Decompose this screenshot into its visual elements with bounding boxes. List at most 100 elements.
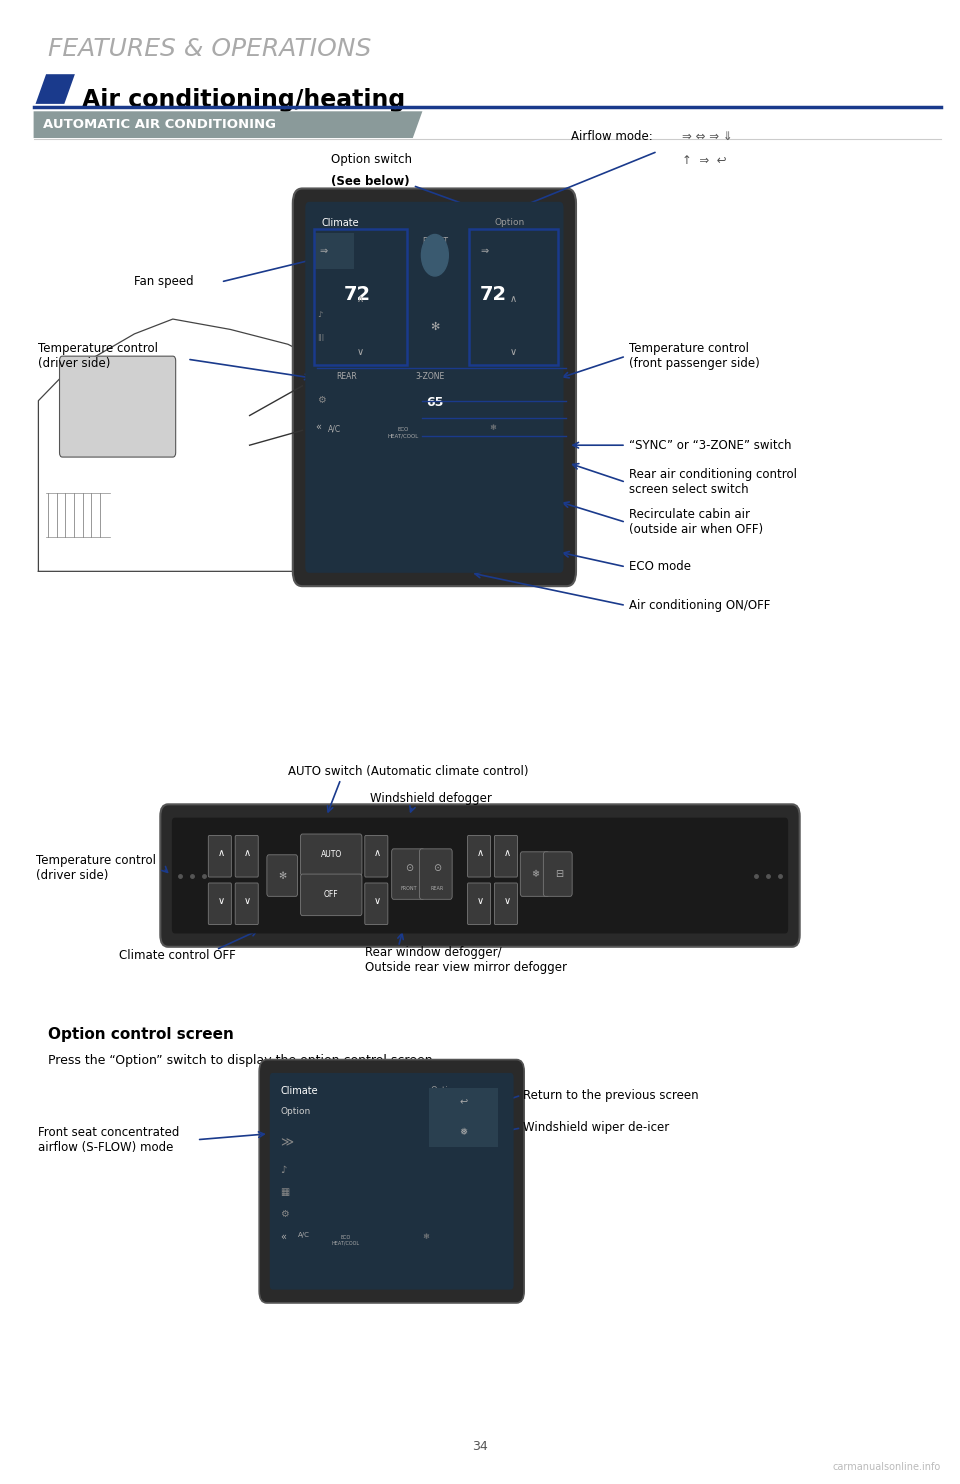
Text: A/C: A/C <box>298 1232 309 1238</box>
Text: ✻: ✻ <box>430 322 440 332</box>
Text: OFF: OFF <box>324 890 339 899</box>
Text: ∧: ∧ <box>217 849 225 858</box>
Text: Option: Option <box>430 1086 458 1095</box>
Text: ♪: ♪ <box>280 1165 287 1175</box>
Text: ∧: ∧ <box>244 849 252 858</box>
Text: ⇒ ⇔ ⇒ ⇓: ⇒ ⇔ ⇒ ⇓ <box>682 131 732 142</box>
Text: 72: 72 <box>480 285 507 304</box>
Text: “SYNC” or “3-ZONE” switch: “SYNC” or “3-ZONE” switch <box>629 439 791 451</box>
Text: ∧: ∧ <box>510 294 517 304</box>
Text: AUTO switch (Automatic climate control): AUTO switch (Automatic climate control) <box>288 766 529 778</box>
Text: ⇒: ⇒ <box>480 246 488 255</box>
Text: Airflow mode:: Airflow mode: <box>571 131 653 142</box>
Text: ∧: ∧ <box>476 849 484 858</box>
FancyBboxPatch shape <box>543 852 572 896</box>
Text: ECO
HEAT/COOL: ECO HEAT/COOL <box>331 1235 360 1245</box>
FancyBboxPatch shape <box>208 883 231 925</box>
Text: ∨: ∨ <box>476 896 484 905</box>
FancyBboxPatch shape <box>429 1088 498 1117</box>
FancyBboxPatch shape <box>172 818 788 933</box>
Polygon shape <box>36 74 75 104</box>
Text: ∨: ∨ <box>356 347 364 358</box>
Text: ECO mode: ECO mode <box>629 561 691 573</box>
Text: Windshield wiper de-icer: Windshield wiper de-icer <box>523 1122 669 1134</box>
Text: ∨: ∨ <box>373 896 381 905</box>
Text: ⊟: ⊟ <box>555 870 563 879</box>
FancyBboxPatch shape <box>429 1117 498 1147</box>
Text: «: « <box>315 421 321 432</box>
Text: ∧: ∧ <box>356 294 364 304</box>
Text: A/C: A/C <box>328 424 342 433</box>
Text: Press the “Option” switch to display the option control screen.: Press the “Option” switch to display the… <box>48 1054 437 1067</box>
Text: 65: 65 <box>426 396 444 410</box>
Text: Air conditioning/heating: Air conditioning/heating <box>82 89 405 113</box>
Text: ⚙: ⚙ <box>280 1209 289 1220</box>
FancyBboxPatch shape <box>160 804 800 947</box>
Text: ∨: ∨ <box>503 896 511 905</box>
Text: AUTO: AUTO <box>321 850 342 859</box>
Text: Option: Option <box>280 1107 311 1116</box>
Text: ≫: ≫ <box>280 1137 294 1150</box>
Text: REAR: REAR <box>430 886 444 892</box>
Text: Recirculate cabin air
(outside air when OFF): Recirculate cabin air (outside air when … <box>629 509 763 536</box>
Text: Option switch: Option switch <box>331 153 412 166</box>
Text: ❄: ❄ <box>422 1232 429 1241</box>
FancyBboxPatch shape <box>235 835 258 877</box>
Text: Front seat concentrated
airflow (S-FLOW) mode: Front seat concentrated airflow (S-FLOW)… <box>38 1126 180 1153</box>
FancyBboxPatch shape <box>270 1073 514 1290</box>
FancyBboxPatch shape <box>305 202 564 573</box>
FancyBboxPatch shape <box>494 883 517 925</box>
Text: ✻: ✻ <box>278 871 286 880</box>
Text: ECO
HEAT/COOL: ECO HEAT/COOL <box>388 427 419 438</box>
Text: ⊙: ⊙ <box>405 864 413 873</box>
FancyBboxPatch shape <box>208 835 231 877</box>
Text: Option: Option <box>494 218 525 227</box>
Text: Climate: Climate <box>280 1086 318 1097</box>
Text: Climate: Climate <box>322 218 359 229</box>
Text: Temperature control
(driver side): Temperature control (driver side) <box>38 343 158 370</box>
Text: 34: 34 <box>472 1441 488 1453</box>
Text: AUTOMATIC AIR CONDITIONING: AUTOMATIC AIR CONDITIONING <box>43 119 276 131</box>
Text: Option control screen: Option control screen <box>48 1027 234 1042</box>
Text: Windshield defogger: Windshield defogger <box>370 792 492 804</box>
FancyBboxPatch shape <box>293 188 576 586</box>
Text: Air conditioning ON/OFF: Air conditioning ON/OFF <box>629 600 770 611</box>
Text: Temperature control
(driver side): Temperature control (driver side) <box>36 855 156 881</box>
FancyBboxPatch shape <box>520 852 549 896</box>
Text: ❄: ❄ <box>532 870 540 879</box>
Text: ⊙: ⊙ <box>433 864 441 873</box>
Text: ↑  ⇒  ↩: ↑ ⇒ ↩ <box>682 154 726 166</box>
Text: ∨: ∨ <box>244 896 252 905</box>
Text: REAR: REAR <box>336 372 357 381</box>
FancyBboxPatch shape <box>468 883 491 925</box>
FancyBboxPatch shape <box>60 356 176 457</box>
Text: ∧: ∧ <box>373 849 381 858</box>
Text: ❄: ❄ <box>490 423 496 432</box>
Text: ❅: ❅ <box>460 1128 468 1137</box>
Text: Climate control OFF: Climate control OFF <box>119 950 236 962</box>
Text: Fan speed: Fan speed <box>274 819 333 831</box>
FancyBboxPatch shape <box>468 835 491 877</box>
Polygon shape <box>34 111 422 138</box>
FancyBboxPatch shape <box>494 835 517 877</box>
FancyBboxPatch shape <box>392 849 424 899</box>
Text: ∧: ∧ <box>503 849 511 858</box>
Text: 3-ZONE: 3-ZONE <box>416 372 444 381</box>
Text: (See below): (See below) <box>331 175 410 188</box>
FancyBboxPatch shape <box>365 883 388 925</box>
FancyBboxPatch shape <box>235 883 258 925</box>
Text: ⚙: ⚙ <box>317 395 325 405</box>
Text: ⇒: ⇒ <box>320 246 327 255</box>
Text: Fan speed: Fan speed <box>134 276 194 288</box>
Text: ↩: ↩ <box>460 1098 468 1107</box>
Text: ∨: ∨ <box>217 896 225 905</box>
Text: Temperature control
(front passenger side): Temperature control (front passenger sid… <box>629 343 759 370</box>
Text: Return to the previous screen: Return to the previous screen <box>523 1089 699 1101</box>
Text: Rear window defogger/
Outside rear view mirror defogger: Rear window defogger/ Outside rear view … <box>365 947 566 974</box>
Circle shape <box>421 234 448 276</box>
Text: ♪: ♪ <box>317 310 323 319</box>
FancyBboxPatch shape <box>365 835 388 877</box>
Text: FRONT: FRONT <box>421 237 448 246</box>
Text: carmanualsonline.info: carmanualsonline.info <box>832 1462 941 1472</box>
Text: 72: 72 <box>344 285 371 304</box>
